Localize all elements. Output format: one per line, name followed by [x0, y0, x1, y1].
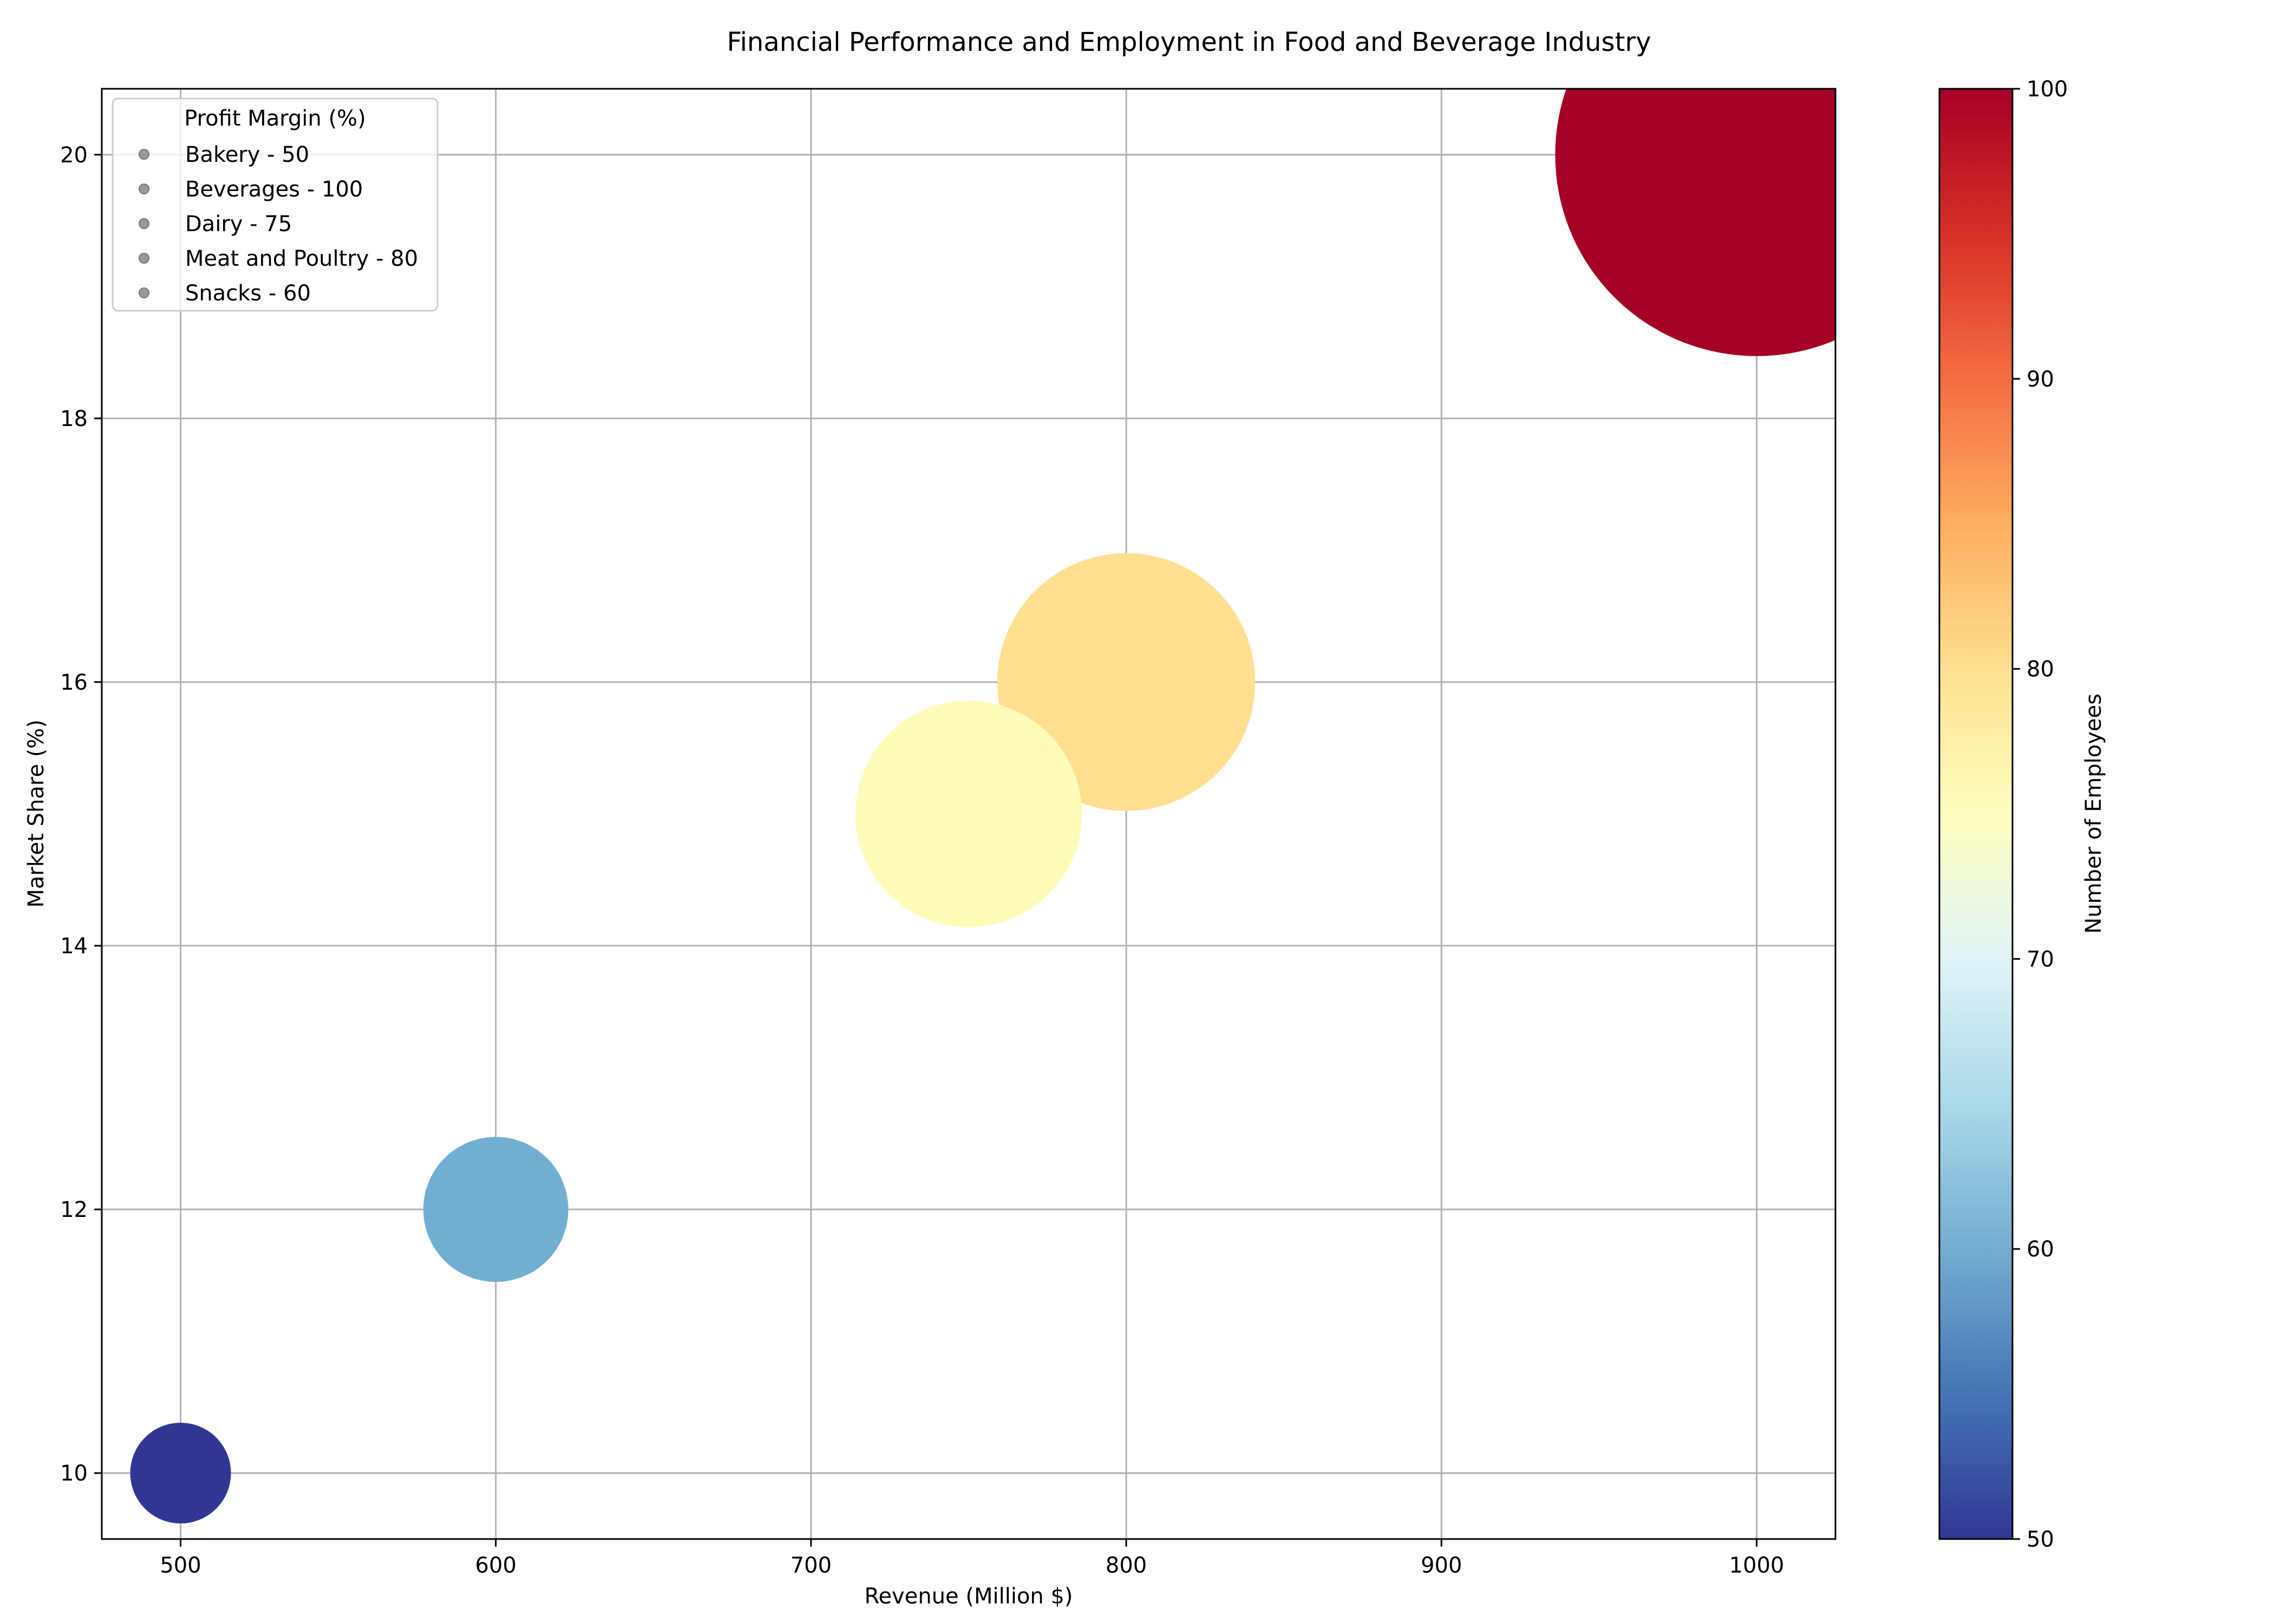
chart-title: Financial Performance and Employment in …: [727, 27, 1651, 57]
bubble-snacks: [423, 1137, 568, 1282]
y-axis-label: Market Share (%): [24, 719, 49, 908]
colorbar-label: Number of Employees: [2081, 693, 2106, 934]
y-tick-label: 14: [60, 934, 88, 959]
bubble-dairy: [855, 700, 1082, 927]
x-axis-ticks: 500 600 700 800 900 1000: [160, 1539, 1784, 1578]
legend-entry: Bakery - 50: [185, 142, 309, 167]
bubble-bakery: [130, 1423, 231, 1524]
x-tick-label: 700: [790, 1553, 832, 1578]
colorbar-tick-label: 80: [2027, 657, 2054, 682]
legend-marker: [139, 287, 149, 298]
x-tick-label: 900: [1421, 1553, 1462, 1578]
colorbar-tick-label: 90: [2027, 367, 2054, 392]
bubble-beverages: [1555, 89, 1835, 356]
y-tick-label: 18: [60, 407, 88, 431]
y-tick-label: 12: [60, 1197, 88, 1222]
legend-items: Bakery - 50 Beverages - 100 Dairy - 75 Meat…: [139, 142, 418, 306]
legend-marker: [139, 253, 149, 264]
x-axis-label: Revenue (Million $): [864, 1584, 1073, 1609]
colorbar-tick-label: 60: [2027, 1237, 2054, 1262]
bubbles-layer: [130, 89, 1835, 1524]
plot-frame: [101, 88, 1837, 1540]
colorbar-ticks: 50 60 70 80 90 100: [2012, 77, 2068, 1552]
legend-entry: Dairy - 75: [185, 212, 292, 237]
legend-entry: Meat and Poultry - 80: [185, 246, 418, 271]
x-tick-label: 800: [1106, 1553, 1147, 1578]
legend-marker: [139, 184, 149, 194]
colorbar: 50 60 70 80 90 100 Number of Employees: [1938, 77, 2106, 1552]
x-tick-label: 1000: [1729, 1553, 1785, 1578]
colorbar-tick-label: 100: [2027, 77, 2068, 102]
colorbar-gradient: [1938, 88, 2014, 1540]
legend-marker: [139, 218, 149, 229]
colorbar-tick-label: 70: [2027, 947, 2054, 972]
colorbar-tick-label: 50: [2027, 1527, 2054, 1552]
legend-entry: Snacks - 60: [185, 281, 311, 306]
legend-marker: [139, 149, 149, 160]
bubble-meat-and-poultry: [997, 553, 1256, 811]
x-tick-label: 500: [160, 1553, 201, 1578]
legend-box: [112, 97, 439, 312]
legend: Profit Margin (%) Bakery - 50 Beverages -…: [112, 97, 439, 312]
y-tick-label: 10: [60, 1461, 88, 1486]
x-tick-label: 600: [475, 1553, 517, 1578]
y-axis-ticks: 10 12 14 16 18 20: [60, 143, 102, 1486]
legend-title: Profit Margin (%): [184, 106, 366, 131]
legend-entry: Beverages - 100: [185, 177, 363, 202]
y-tick-label: 16: [60, 670, 88, 695]
y-tick-label: 20: [60, 143, 88, 168]
